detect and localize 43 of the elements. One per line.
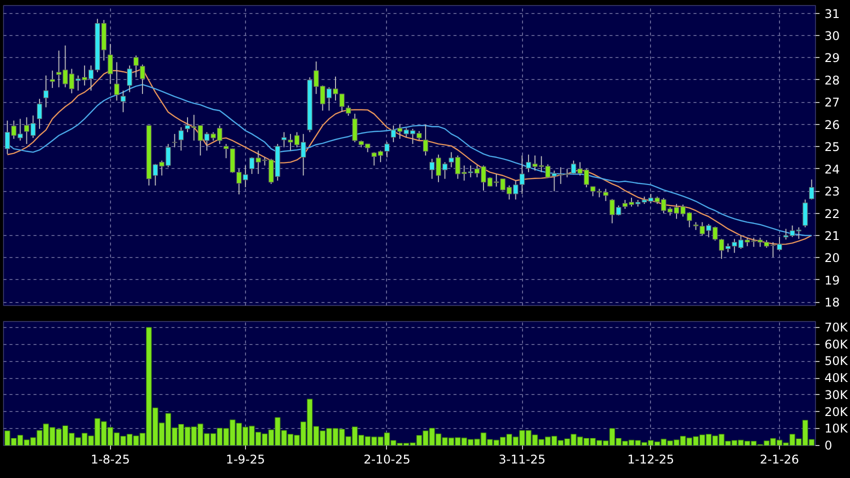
candlestick: [346, 105, 351, 116]
candlestick: [43, 75, 49, 108]
candlestick: [802, 199, 808, 228]
y-tick-label: 21: [824, 229, 840, 243]
y-tick-label: 20: [824, 251, 840, 266]
y-tick-label: 26: [824, 118, 840, 132]
x-tick-label: 2-10-25: [364, 452, 410, 466]
candlestick: [120, 90, 126, 113]
y-tick-label: 22: [824, 206, 840, 221]
y-tick-label: 27: [824, 96, 840, 110]
y-tick-label: 25: [824, 140, 840, 154]
candlestick: [36, 98, 42, 130]
x-tick-label: 3-11-25: [498, 452, 546, 466]
y-tick-label: 29: [824, 51, 840, 66]
candlestick: [133, 55, 139, 78]
candlestick: [178, 126, 184, 152]
y-tick-label: 40K: [824, 371, 849, 386]
x-tick-label: 1-12-25: [627, 452, 674, 466]
candlestick: [126, 65, 132, 93]
x-tick-label: 2-1-26: [760, 452, 800, 466]
y-tick-label: 30K: [824, 388, 849, 402]
y-tick-label: 24: [824, 162, 840, 176]
y-tick-label: 50K: [824, 354, 849, 368]
candlestick: [50, 70, 56, 88]
y-tick-label: 31: [824, 6, 840, 21]
candlestick: [140, 64, 146, 94]
y-tick-label: 23: [824, 184, 840, 199]
y-tick-label: 60K: [824, 337, 849, 352]
candlestick: [422, 124, 428, 156]
y-tick-label: 19: [824, 273, 840, 288]
y-tick-label: 0: [824, 438, 832, 452]
candlestick: [108, 43, 113, 84]
y-tick-label: 28: [824, 73, 840, 88]
y-tick-label: 10K: [824, 422, 849, 436]
candlestick: [172, 133, 178, 148]
candlestick: [352, 113, 358, 143]
x-tick-label: 1-9-25: [226, 452, 266, 466]
y-tick-label: 20K: [824, 404, 849, 419]
y-tick-label: 30: [824, 29, 840, 43]
candlestick: [114, 62, 120, 102]
y-tick-label: 70K: [824, 320, 849, 334]
x-tick-label: 1-8-25: [90, 452, 130, 466]
y-tick-label: 18: [824, 296, 840, 310]
